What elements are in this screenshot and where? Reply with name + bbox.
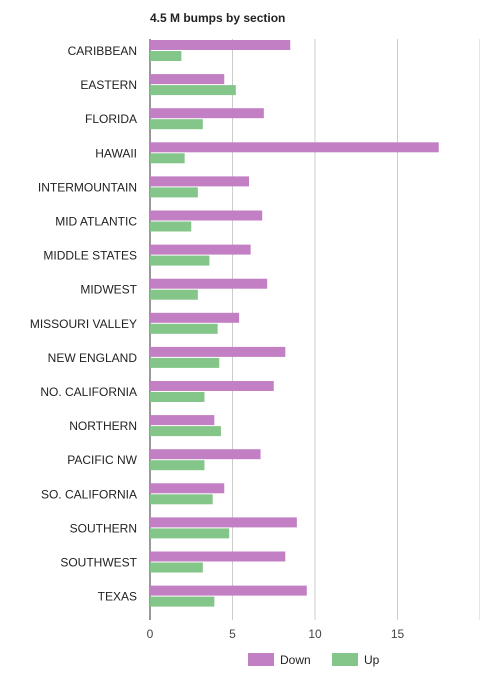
bar-down bbox=[150, 483, 225, 494]
category-label: NORTHERN bbox=[69, 419, 137, 433]
chart-title: 4.5 M bumps by section bbox=[150, 11, 286, 25]
category-label: SOUTHWEST bbox=[60, 556, 137, 570]
x-tick-label: 15 bbox=[391, 627, 405, 641]
bar-down bbox=[150, 449, 261, 460]
x-tick-label: 0 bbox=[147, 627, 154, 641]
category-label: NEW ENGLAND bbox=[48, 351, 138, 365]
category-label: SO. CALIFORNIA bbox=[41, 487, 137, 501]
legend-swatch-down bbox=[248, 653, 274, 666]
legend-swatch-up bbox=[332, 653, 358, 666]
legend-label-down: Down bbox=[280, 653, 311, 667]
bar-down bbox=[150, 312, 240, 323]
bar-up bbox=[150, 392, 205, 402]
bar-down bbox=[150, 551, 286, 562]
bar-down bbox=[150, 244, 251, 255]
bar-up bbox=[150, 119, 203, 130]
category-label: NO. CALIFORNIA bbox=[40, 385, 137, 399]
bar-down bbox=[150, 585, 307, 596]
bar-up bbox=[150, 357, 220, 368]
category-label: TEXAS bbox=[98, 590, 137, 604]
bar-down bbox=[150, 108, 264, 119]
category-label: MISSOURI VALLEY bbox=[30, 317, 137, 331]
bar-down bbox=[150, 210, 263, 221]
category-label: PACIFIC NW bbox=[67, 453, 137, 467]
bar-up bbox=[150, 289, 198, 300]
bar-up bbox=[150, 51, 182, 61]
category-label: MID ATLANTIC bbox=[55, 215, 137, 229]
bar-up bbox=[150, 221, 192, 232]
bar-up bbox=[150, 494, 213, 505]
bar-down bbox=[150, 176, 249, 187]
x-tick-label: 10 bbox=[308, 627, 322, 641]
bar-up bbox=[150, 426, 221, 437]
category-label: INTERMOUNTAIN bbox=[38, 180, 137, 194]
legend: Down Up bbox=[248, 653, 380, 667]
bar-up bbox=[150, 85, 236, 96]
bar-up bbox=[150, 528, 230, 539]
bar-up bbox=[150, 460, 205, 471]
category-labels: CARIBBEAN EASTERN FLORIDA HAWAII INTERMOUNTA… bbox=[30, 44, 138, 604]
bar-down bbox=[150, 415, 215, 426]
bar-up bbox=[150, 562, 203, 573]
bar-up bbox=[150, 596, 215, 607]
x-tick-label: 5 bbox=[229, 627, 236, 641]
legend-label-up: Up bbox=[364, 653, 380, 667]
bar-down bbox=[150, 74, 225, 85]
category-label: MIDWEST bbox=[80, 283, 137, 297]
category-label: HAWAII bbox=[95, 146, 137, 160]
bar-down bbox=[150, 142, 439, 153]
bars bbox=[150, 40, 439, 607]
bar-down bbox=[150, 346, 286, 357]
bar-down bbox=[150, 278, 268, 289]
bar-up bbox=[150, 187, 198, 198]
bar-up bbox=[150, 323, 218, 334]
category-label: FLORIDA bbox=[85, 112, 137, 126]
bar-down bbox=[150, 517, 297, 528]
category-label: CARIBBEAN bbox=[68, 44, 137, 58]
category-label: MIDDLE STATES bbox=[43, 249, 137, 263]
bar-up bbox=[150, 153, 185, 164]
bar-down bbox=[150, 381, 274, 391]
category-label: SOUTHERN bbox=[70, 521, 137, 535]
bar-up bbox=[150, 255, 210, 266]
category-label: EASTERN bbox=[80, 78, 137, 92]
bar-down bbox=[150, 40, 291, 50]
x-axis-ticks: 0 5 10 15 bbox=[147, 627, 405, 641]
